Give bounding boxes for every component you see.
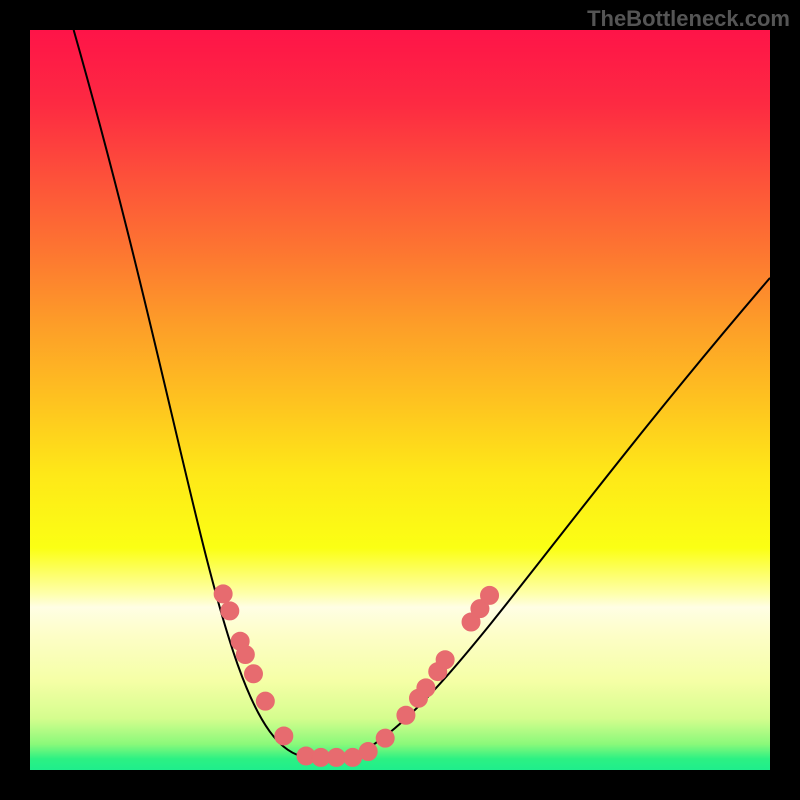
chart-container: TheBottleneck.com [0, 0, 800, 800]
watermark-text: TheBottleneck.com [587, 6, 790, 32]
data-marker [221, 602, 239, 620]
chart-svg [30, 30, 770, 770]
data-marker [244, 665, 262, 683]
data-marker [376, 729, 394, 747]
data-marker [359, 743, 377, 761]
data-marker [256, 692, 274, 710]
data-marker [236, 646, 254, 664]
data-marker [436, 651, 454, 669]
data-marker [481, 586, 499, 604]
data-marker [397, 706, 415, 724]
data-marker [327, 748, 345, 766]
data-marker [417, 679, 435, 697]
bottleneck-curve [74, 30, 770, 757]
data-marker [214, 585, 232, 603]
data-marker [275, 727, 293, 745]
plot-area [30, 30, 770, 770]
